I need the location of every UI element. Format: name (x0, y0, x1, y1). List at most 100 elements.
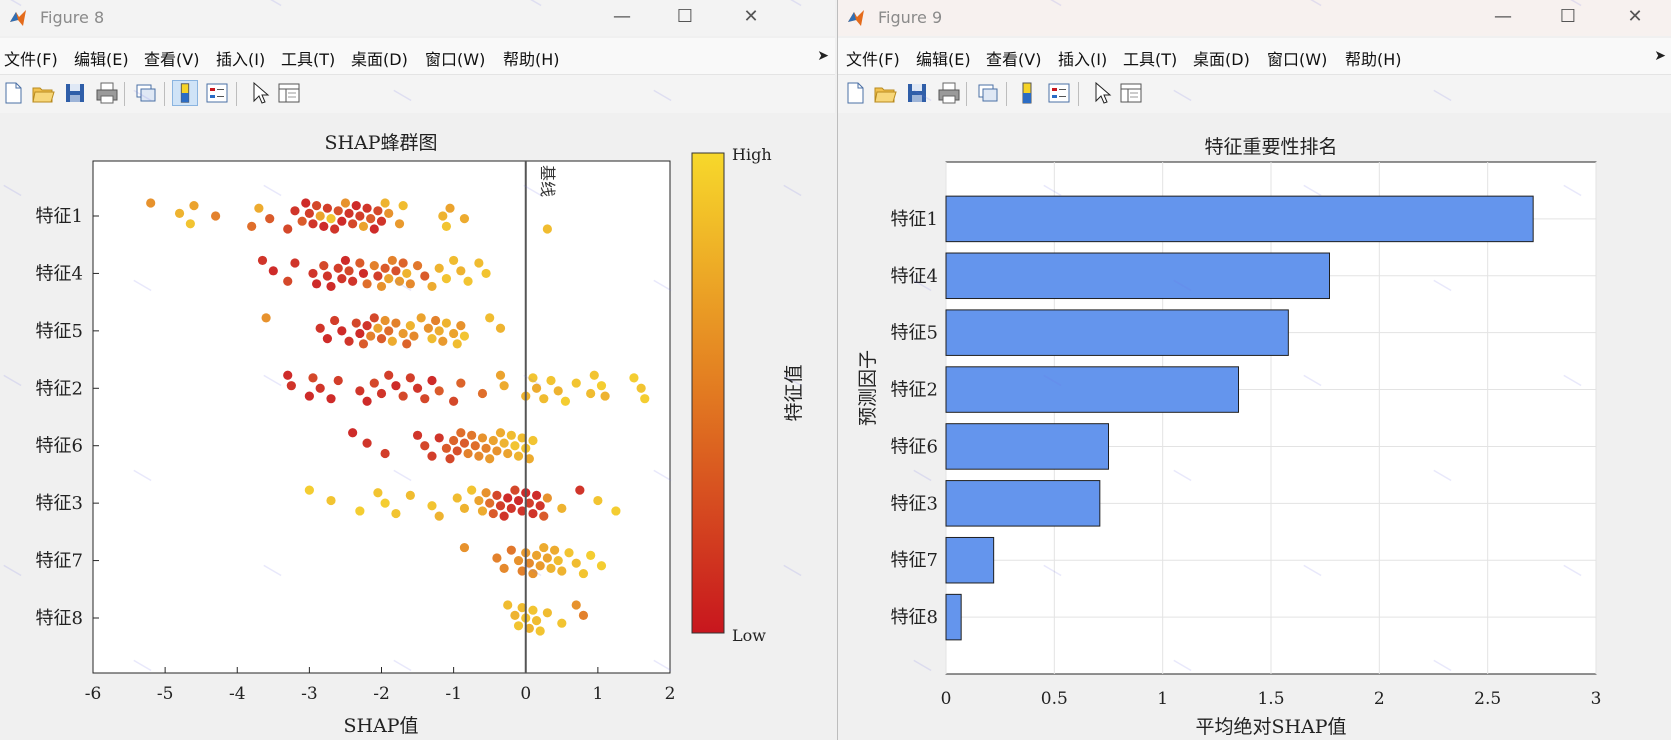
y-tick-label: 特征2 (36, 378, 83, 399)
data-point (146, 198, 156, 208)
save-icon[interactable] (904, 80, 930, 106)
data-point (319, 221, 329, 231)
chart-title: SHAP蜂群图 (324, 132, 437, 154)
pointer-icon[interactable] (1088, 80, 1114, 106)
pointer-icon[interactable] (246, 80, 272, 106)
maximize-icon[interactable]: ☐ (1559, 6, 1577, 27)
data-point (434, 433, 444, 443)
data-point (369, 313, 379, 323)
save-icon[interactable] (62, 80, 88, 106)
open-file-icon[interactable] (872, 80, 898, 106)
menu-file[interactable]: 文件(F) (4, 50, 58, 69)
menu-edit[interactable]: 编辑(E) (74, 50, 129, 69)
property-inspector-icon[interactable] (1118, 80, 1144, 106)
data-point (535, 561, 545, 571)
menu-window[interactable]: 窗口(W) (425, 50, 486, 69)
menu-tools[interactable]: 工具(T) (1123, 50, 1178, 69)
bar (945, 195, 1534, 243)
data-point (376, 388, 387, 399)
data-point (355, 328, 365, 339)
x-tick-label: 1.5 (1257, 689, 1284, 709)
data-point (348, 219, 358, 229)
figure9-window: Figure 9 — ☐ ✕ 文件(F) 编辑(E) 查看(V) 插入(I) 工… (837, 0, 1671, 740)
menu-desktop[interactable]: 桌面(D) (1193, 50, 1250, 69)
minimize-icon[interactable]: — (613, 6, 631, 27)
minimize-icon[interactable]: — (1494, 6, 1512, 27)
data-point (560, 396, 571, 406)
toolbar-separator (236, 82, 237, 106)
y-tick-label: 特征4 (891, 266, 938, 287)
menu-tools[interactable]: 工具(T) (281, 50, 336, 69)
data-point (517, 433, 527, 443)
close-icon[interactable]: ✕ (743, 6, 759, 27)
link-plot-icon[interactable] (975, 80, 1001, 106)
data-point (330, 224, 340, 234)
data-point (531, 616, 542, 626)
data-point (315, 211, 325, 221)
bar (945, 593, 962, 641)
data-point (542, 493, 552, 503)
data-point (593, 495, 603, 506)
data-point (351, 201, 361, 211)
insert-colorbar-icon[interactable] (1014, 80, 1040, 106)
close-icon[interactable]: ✕ (1627, 6, 1643, 27)
data-point (459, 542, 470, 553)
x-tick-label: 0 (520, 684, 531, 704)
menu-window[interactable]: 窗口(W) (1267, 50, 1328, 69)
y-tick-label: 特征6 (36, 436, 83, 457)
data-point (351, 318, 361, 328)
data-point (398, 258, 408, 268)
new-figure-icon[interactable] (842, 80, 868, 106)
data-point (586, 550, 596, 560)
menu-view[interactable]: 查看(V) (144, 50, 200, 69)
data-point (416, 313, 426, 323)
data-point (438, 211, 448, 221)
menu-help[interactable]: 帮助(H) (1345, 50, 1402, 69)
data-point (600, 391, 610, 401)
data-point (438, 336, 448, 346)
data-point (369, 378, 379, 388)
data-point (308, 268, 318, 279)
data-point (539, 511, 549, 521)
data-point (362, 203, 372, 213)
data-point (355, 506, 365, 516)
menu-view[interactable]: 查看(V) (986, 50, 1042, 69)
menu-overflow-icon[interactable]: ➤ (817, 48, 829, 64)
insert-colorbar-icon[interactable] (172, 80, 198, 106)
insert-legend-icon[interactable] (1046, 80, 1072, 106)
data-point (265, 214, 275, 224)
data-point (474, 451, 484, 461)
menu-insert[interactable]: 插入(I) (1058, 50, 1108, 69)
menu-desktop[interactable]: 桌面(D) (351, 50, 408, 69)
data-point (463, 448, 473, 459)
data-point (499, 381, 509, 391)
print-icon[interactable] (936, 80, 962, 106)
y-tick-label: 特征1 (891, 209, 938, 230)
data-point (330, 315, 340, 326)
new-figure-icon[interactable] (0, 80, 26, 106)
data-point (524, 623, 534, 633)
menu-edit[interactable]: 编辑(E) (916, 50, 971, 69)
y-tick-label: 特征8 (891, 607, 938, 628)
toolbar-separator (1006, 82, 1007, 106)
menu-help[interactable]: 帮助(H) (503, 50, 560, 69)
insert-legend-icon[interactable] (204, 80, 230, 106)
data-point (376, 334, 387, 344)
property-inspector-icon[interactable] (276, 80, 302, 106)
data-point (499, 563, 509, 573)
menu-overflow-icon[interactable]: ➤ (1654, 48, 1666, 64)
toolbar-separator (164, 82, 165, 106)
data-point (456, 321, 466, 331)
bar (945, 252, 1330, 300)
menu-file[interactable]: 文件(F) (846, 50, 900, 69)
link-plot-icon[interactable] (133, 80, 159, 106)
figure8-window: Figure 8 — ☐ ✕ 文件(F) 编辑(E) 查看(V) 插入(I) 工… (0, 0, 835, 740)
data-point (517, 506, 527, 516)
data-point (506, 430, 516, 440)
print-icon[interactable] (94, 80, 120, 106)
x-tick-label: 1 (592, 684, 603, 704)
data-point (366, 331, 376, 341)
menu-insert[interactable]: 插入(I) (216, 50, 266, 69)
maximize-icon[interactable]: ☐ (676, 6, 694, 27)
open-file-icon[interactable] (30, 80, 56, 106)
